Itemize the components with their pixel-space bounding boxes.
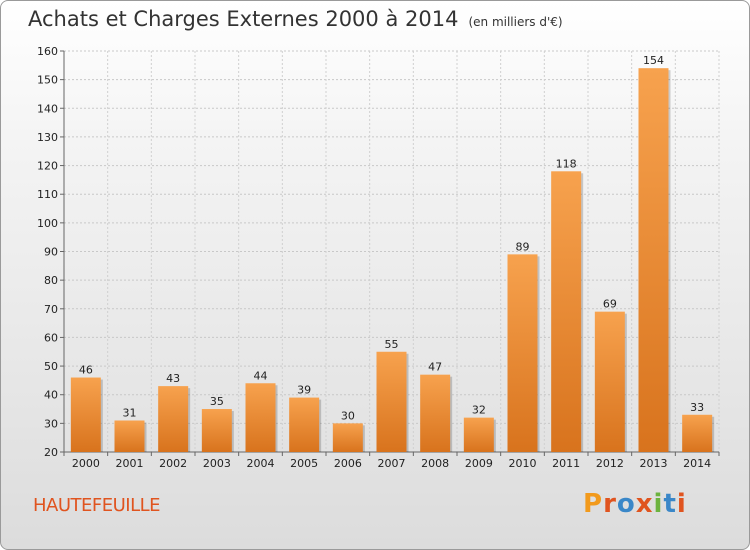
bar-2012 <box>594 311 625 452</box>
y-tick-label: 90 <box>44 246 58 259</box>
logo-letter: P <box>583 489 604 519</box>
bars <box>70 68 715 453</box>
bar-2004 <box>245 383 276 452</box>
value-label: 32 <box>472 404 486 417</box>
value-label: 44 <box>254 369 268 382</box>
bar-2007 <box>376 351 407 452</box>
y-tick-label: 70 <box>44 303 58 316</box>
logo-letter: r <box>603 489 617 519</box>
y-tick-label: 120 <box>37 160 58 173</box>
x-tick-label: 2008 <box>421 457 449 470</box>
x-tick-label: 2002 <box>159 457 187 470</box>
bar-2014 <box>682 414 713 452</box>
bar-2001 <box>114 420 145 452</box>
city-name: HAUTEFEUILLE <box>33 495 161 516</box>
logo-letter: o <box>616 489 636 519</box>
y-tick-label: 160 <box>37 45 58 58</box>
value-label: 39 <box>297 384 311 397</box>
value-label: 46 <box>79 364 93 377</box>
y-tick-label: 100 <box>37 217 58 230</box>
bar-2000 <box>70 377 101 452</box>
value-label: 118 <box>556 157 577 170</box>
logo-letter: t <box>663 489 677 519</box>
x-tick-label: 2001 <box>116 457 144 470</box>
y-tick-label: 110 <box>37 188 58 201</box>
value-label: 30 <box>341 409 355 422</box>
bar-2003 <box>201 409 232 452</box>
bar-2010 <box>507 254 538 452</box>
x-tick-label: 2014 <box>683 457 711 470</box>
logo-letter: i <box>653 489 664 519</box>
value-label: 55 <box>385 338 399 351</box>
y-tick-label: 40 <box>44 389 58 402</box>
x-tick-label: 2010 <box>509 457 537 470</box>
y-tick-label: 150 <box>37 74 58 87</box>
bar-2005 <box>289 397 320 452</box>
y-tick-label: 80 <box>44 274 58 287</box>
y-tick-label: 20 <box>44 446 58 459</box>
x-tick-label: 2003 <box>203 457 231 470</box>
logo-letter: i <box>676 489 687 519</box>
bar-2008 <box>420 374 451 452</box>
labels: 20 30 40 50 60 70 80 90 100 110 120 130 140 150 160 46 2… <box>37 45 711 470</box>
x-tick-label: 2009 <box>465 457 493 470</box>
value-label: 43 <box>166 372 180 385</box>
proxiti-logo: Proxiti <box>583 489 687 519</box>
chart-subtitle: (en milliers d'€) <box>468 15 563 29</box>
bar-2009 <box>463 417 494 452</box>
value-label: 154 <box>643 54 664 67</box>
value-label: 89 <box>516 240 530 253</box>
value-label: 35 <box>210 395 224 408</box>
y-tick-label: 60 <box>44 331 58 344</box>
y-tick-label: 30 <box>44 417 58 430</box>
value-label: 69 <box>603 298 617 311</box>
value-label: 31 <box>123 406 137 419</box>
x-tick-label: 2005 <box>290 457 318 470</box>
x-tick-label: 2011 <box>552 457 580 470</box>
x-tick-label: 2007 <box>378 457 406 470</box>
y-tick-label: 130 <box>37 131 58 144</box>
y-tick-label: 140 <box>37 102 58 115</box>
bar-2013 <box>638 68 669 452</box>
x-tick-label: 2006 <box>334 457 362 470</box>
bar-2011 <box>551 171 582 453</box>
value-label: 33 <box>690 401 704 414</box>
x-tick-label: 2013 <box>640 457 668 470</box>
chart-title-text: Achats et Charges Externes 2000 à 2014 <box>28 7 459 31</box>
x-tick-label: 2000 <box>72 457 100 470</box>
logo-letter: x <box>635 489 654 519</box>
chart-title: Achats et Charges Externes 2000 à 2014 (e… <box>28 7 563 31</box>
value-label: 47 <box>428 361 442 374</box>
bar-2002 <box>158 386 189 452</box>
bar-2006 <box>332 423 363 452</box>
x-tick-label: 2004 <box>247 457 275 470</box>
y-tick-label: 50 <box>44 360 58 373</box>
x-tick-label: 2012 <box>596 457 624 470</box>
